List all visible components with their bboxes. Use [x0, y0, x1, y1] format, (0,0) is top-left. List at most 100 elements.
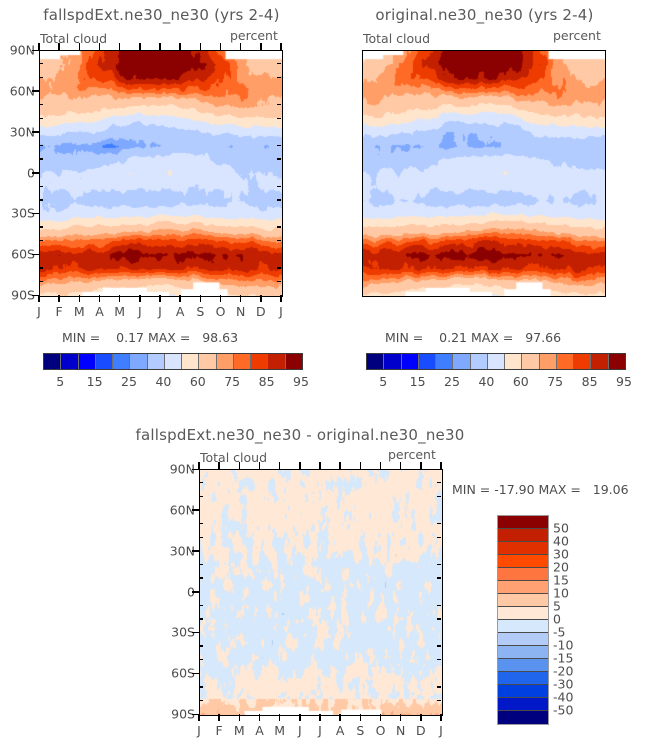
month-tick-top [219, 43, 222, 50]
colorbar-swatch [113, 354, 131, 369]
colorbar-swatch [61, 354, 79, 369]
month-tick-top [399, 462, 402, 469]
colorbar-tick-label: 85 [581, 374, 598, 389]
colorbar-swatch [498, 711, 548, 724]
lat-label: 0 [157, 584, 195, 599]
colorbar-swatch [130, 354, 148, 369]
lat-minor-tick [277, 144, 281, 147]
lat-label: 30N [9, 124, 35, 140]
lat-minor-tick [277, 226, 281, 228]
month-tick-top [359, 462, 362, 469]
lat-minor-tick [199, 482, 203, 484]
colorbar-diff-tick-label: -30 [553, 676, 574, 692]
month-label: J [158, 304, 162, 319]
panel-difference-units-label: percent [388, 447, 436, 462]
lat-minor-tick [437, 482, 441, 484]
lat-label: 60S [11, 246, 35, 262]
lat-tick [192, 591, 199, 593]
colorbar-swatch [78, 354, 96, 369]
colorbar-swatch [498, 698, 548, 711]
lat-minor-tick [437, 645, 441, 647]
colorbar-diff-tick-label: 10 [553, 585, 569, 601]
month-tick [440, 714, 442, 721]
panel-difference-minmax: MIN = -17.90 MAX = 19.06 [452, 482, 629, 497]
colorbar-main-right[interactable] [366, 353, 626, 370]
lat-tick [192, 631, 199, 634]
colorbar-swatch [498, 607, 548, 620]
month-tick [118, 295, 121, 302]
colorbar-diff-tick-label: 5 [553, 598, 561, 614]
lat-label: 30S [171, 624, 195, 640]
month-tick [238, 714, 241, 721]
month-tick [78, 295, 81, 302]
lat-label: 60S [171, 665, 195, 681]
month-label: F [215, 723, 223, 738]
month-tick [198, 714, 200, 721]
lat-minor-tick [39, 103, 43, 106]
month-label: M [114, 304, 126, 319]
colorbar-diff-tick-label: -10 [553, 637, 574, 653]
lat-minor-tick [437, 659, 441, 661]
colorbar-diff-tick-label: -20 [553, 663, 574, 679]
colorbar-swatch [453, 354, 471, 369]
colorbar-swatch [401, 354, 419, 369]
month-tick-top [78, 43, 81, 50]
colorbar-swatch [522, 354, 540, 369]
lat-minor-tick [199, 618, 203, 620]
colorbar-swatch [505, 354, 523, 369]
month-tick-top [159, 43, 161, 50]
colorbar-diff-tick-label: 0 [553, 611, 561, 627]
colorbar-tick-label: 40 [478, 374, 495, 389]
month-tick [159, 295, 161, 302]
month-tick-top [58, 43, 60, 50]
lat-minor-tick [277, 103, 281, 106]
lat-minor-tick [199, 577, 203, 579]
lat-minor-tick [39, 226, 43, 228]
month-label: J [439, 723, 443, 738]
colorbar-swatch [591, 354, 609, 369]
lat-minor-tick [277, 158, 281, 160]
lat-tick [32, 212, 39, 215]
month-label: J [297, 723, 302, 738]
panel-test-field-label: Total cloud [40, 31, 108, 46]
month-tick [299, 714, 301, 721]
lat-minor-tick [39, 280, 43, 283]
lat-label: 30S [11, 205, 35, 221]
lat-minor-tick [39, 76, 43, 79]
lat-minor-tick [437, 522, 441, 525]
lat-tick [32, 90, 39, 92]
lat-label: 60N [169, 502, 195, 518]
month-tick [58, 295, 60, 302]
panel-test-title: fallspdExt.ne30_ne30 (yrs 2-4) [43, 6, 280, 24]
colorbar-swatch [199, 354, 217, 369]
month-label: J [37, 304, 41, 319]
month-tick [339, 714, 341, 721]
colorbar-swatch [608, 354, 625, 369]
lat-minor-tick [199, 536, 203, 538]
panel-control-units-label: percent [553, 28, 601, 43]
colorbar-diff-tick-label: 50 [553, 520, 569, 536]
lat-minor-tick [199, 699, 203, 702]
panel-difference-title: fallspdExt.ne30_ne30 - original.ne30_ne3… [135, 426, 465, 444]
lat-minor-tick [437, 604, 441, 606]
colorbar-swatch [498, 594, 548, 607]
colorbar-tick-label: 60 [512, 374, 529, 389]
colorbar-swatch [498, 555, 548, 568]
colorbar-tick-label: 75 [547, 374, 564, 389]
month-label: A [95, 304, 104, 319]
lat-minor-tick [437, 563, 441, 566]
month-label: A [175, 304, 185, 319]
month-label: J [137, 304, 142, 319]
colorbar-diff[interactable] [497, 515, 549, 725]
lat-minor-tick [277, 117, 281, 119]
colorbar-main-left[interactable] [43, 353, 303, 370]
colorbar-tick-label: 60 [189, 374, 206, 389]
lat-minor-tick [39, 158, 43, 160]
month-tick [280, 295, 282, 302]
month-label: J [279, 304, 283, 319]
month-tick [38, 295, 40, 302]
lat-label: 90N [9, 42, 35, 58]
colorbar-swatch [182, 354, 200, 369]
month-tick [258, 714, 261, 721]
month-tick [179, 295, 181, 302]
